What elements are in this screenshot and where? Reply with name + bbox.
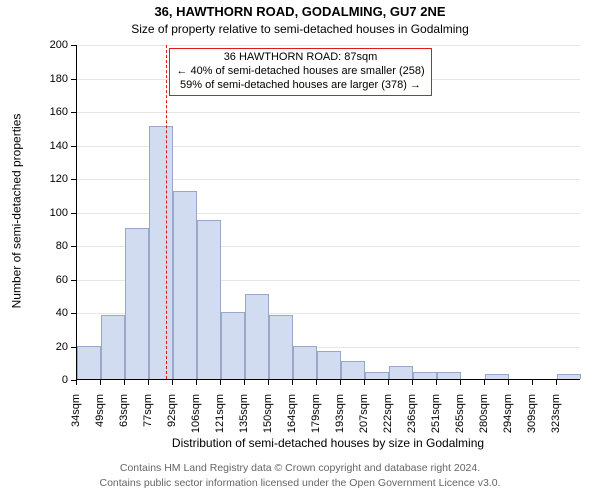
x-tick-mark [268,380,269,385]
y-tick-label: 60 [38,274,68,286]
y-axis-title: Number of semi-detached properties [9,44,23,379]
x-tick-mark [508,380,509,385]
y-tick-label: 20 [38,341,68,353]
x-tick-label: 265sqm [454,394,466,444]
y-tick-mark [71,280,76,281]
x-tick-mark [148,380,149,385]
x-tick-label: 294sqm [502,394,514,444]
y-tick-mark [71,179,76,180]
x-tick-mark [556,380,557,385]
x-tick-mark [196,380,197,385]
x-tick-mark [388,380,389,385]
y-tick-mark [71,213,76,214]
x-tick-label: 34sqm [70,394,82,444]
histogram-bar [77,346,101,380]
histogram-bar [485,374,509,379]
x-tick-label: 49sqm [94,394,106,444]
y-tick-label: 180 [38,73,68,85]
histogram-bar [101,315,125,379]
histogram-bar [149,126,173,379]
x-tick-mark [124,380,125,385]
histogram-bar [557,374,581,379]
histogram-bar [437,372,461,379]
footer-line-2: Contains public sector information licen… [0,477,600,489]
histogram-bar [317,351,341,379]
y-tick-mark [71,347,76,348]
histogram-bar [197,220,221,379]
chart-plot-area: 36 HAWTHORN ROAD: 87sqm← 40% of semi-det… [76,45,580,380]
x-tick-label: 63sqm [118,394,130,444]
x-tick-mark [316,380,317,385]
x-tick-label: 193sqm [334,394,346,444]
x-tick-mark [460,380,461,385]
histogram-bar [245,294,269,379]
y-tick-mark [71,246,76,247]
x-tick-mark [364,380,365,385]
x-tick-label: 280sqm [478,394,490,444]
gridline [77,112,580,113]
x-tick-label: 251sqm [430,394,442,444]
x-tick-mark [292,380,293,385]
x-tick-label: 164sqm [286,394,298,444]
histogram-bar [269,315,293,379]
y-tick-label: 200 [38,39,68,51]
x-tick-mark [100,380,101,385]
y-tick-mark [71,313,76,314]
footer-line-1: Contains HM Land Registry data © Crown c… [0,462,600,474]
x-tick-label: 77sqm [142,394,154,444]
x-tick-mark [436,380,437,385]
histogram-bar [221,312,245,379]
x-tick-label: 135sqm [238,394,250,444]
y-tick-label: 100 [38,207,68,219]
histogram-bar [173,191,197,379]
y-tick-label: 40 [38,307,68,319]
x-tick-label: 106sqm [190,394,202,444]
gridline [77,45,580,46]
page-subtitle: Size of property relative to semi-detach… [0,22,600,36]
x-tick-mark [244,380,245,385]
x-tick-mark [340,380,341,385]
x-tick-mark [172,380,173,385]
x-tick-label: 309sqm [526,394,538,444]
y-tick-mark [71,146,76,147]
x-tick-mark [412,380,413,385]
x-tick-label: 121sqm [214,394,226,444]
x-tick-mark [532,380,533,385]
x-tick-label: 179sqm [310,394,322,444]
x-tick-label: 92sqm [166,394,178,444]
x-tick-mark [220,380,221,385]
histogram-bar [293,346,317,380]
y-tick-label: 80 [38,240,68,252]
x-tick-mark [484,380,485,385]
callout-box: 36 HAWTHORN ROAD: 87sqm← 40% of semi-det… [169,48,431,95]
callout-line: ← 40% of semi-detached houses are smalle… [176,65,424,79]
reference-line [166,45,167,379]
y-tick-mark [71,112,76,113]
histogram-bar [389,366,413,379]
y-tick-label: 120 [38,173,68,185]
histogram-bar [413,372,437,379]
x-tick-label: 207sqm [358,394,370,444]
y-tick-mark [71,79,76,80]
y-tick-mark [71,45,76,46]
histogram-bar [125,228,149,379]
x-tick-label: 222sqm [382,394,394,444]
histogram-bar [341,361,365,379]
x-tick-label: 150sqm [262,394,274,444]
y-tick-label: 140 [38,140,68,152]
x-tick-label: 236sqm [406,394,418,444]
callout-line: 59% of semi-detached houses are larger (… [176,79,424,93]
x-tick-label: 323sqm [550,394,562,444]
y-tick-label: 160 [38,106,68,118]
page-title: 36, HAWTHORN ROAD, GODALMING, GU7 2NE [0,4,600,19]
y-tick-label: 0 [38,374,68,386]
callout-line: 36 HAWTHORN ROAD: 87sqm [176,51,424,65]
histogram-bar [365,372,389,379]
x-tick-mark [76,380,77,385]
